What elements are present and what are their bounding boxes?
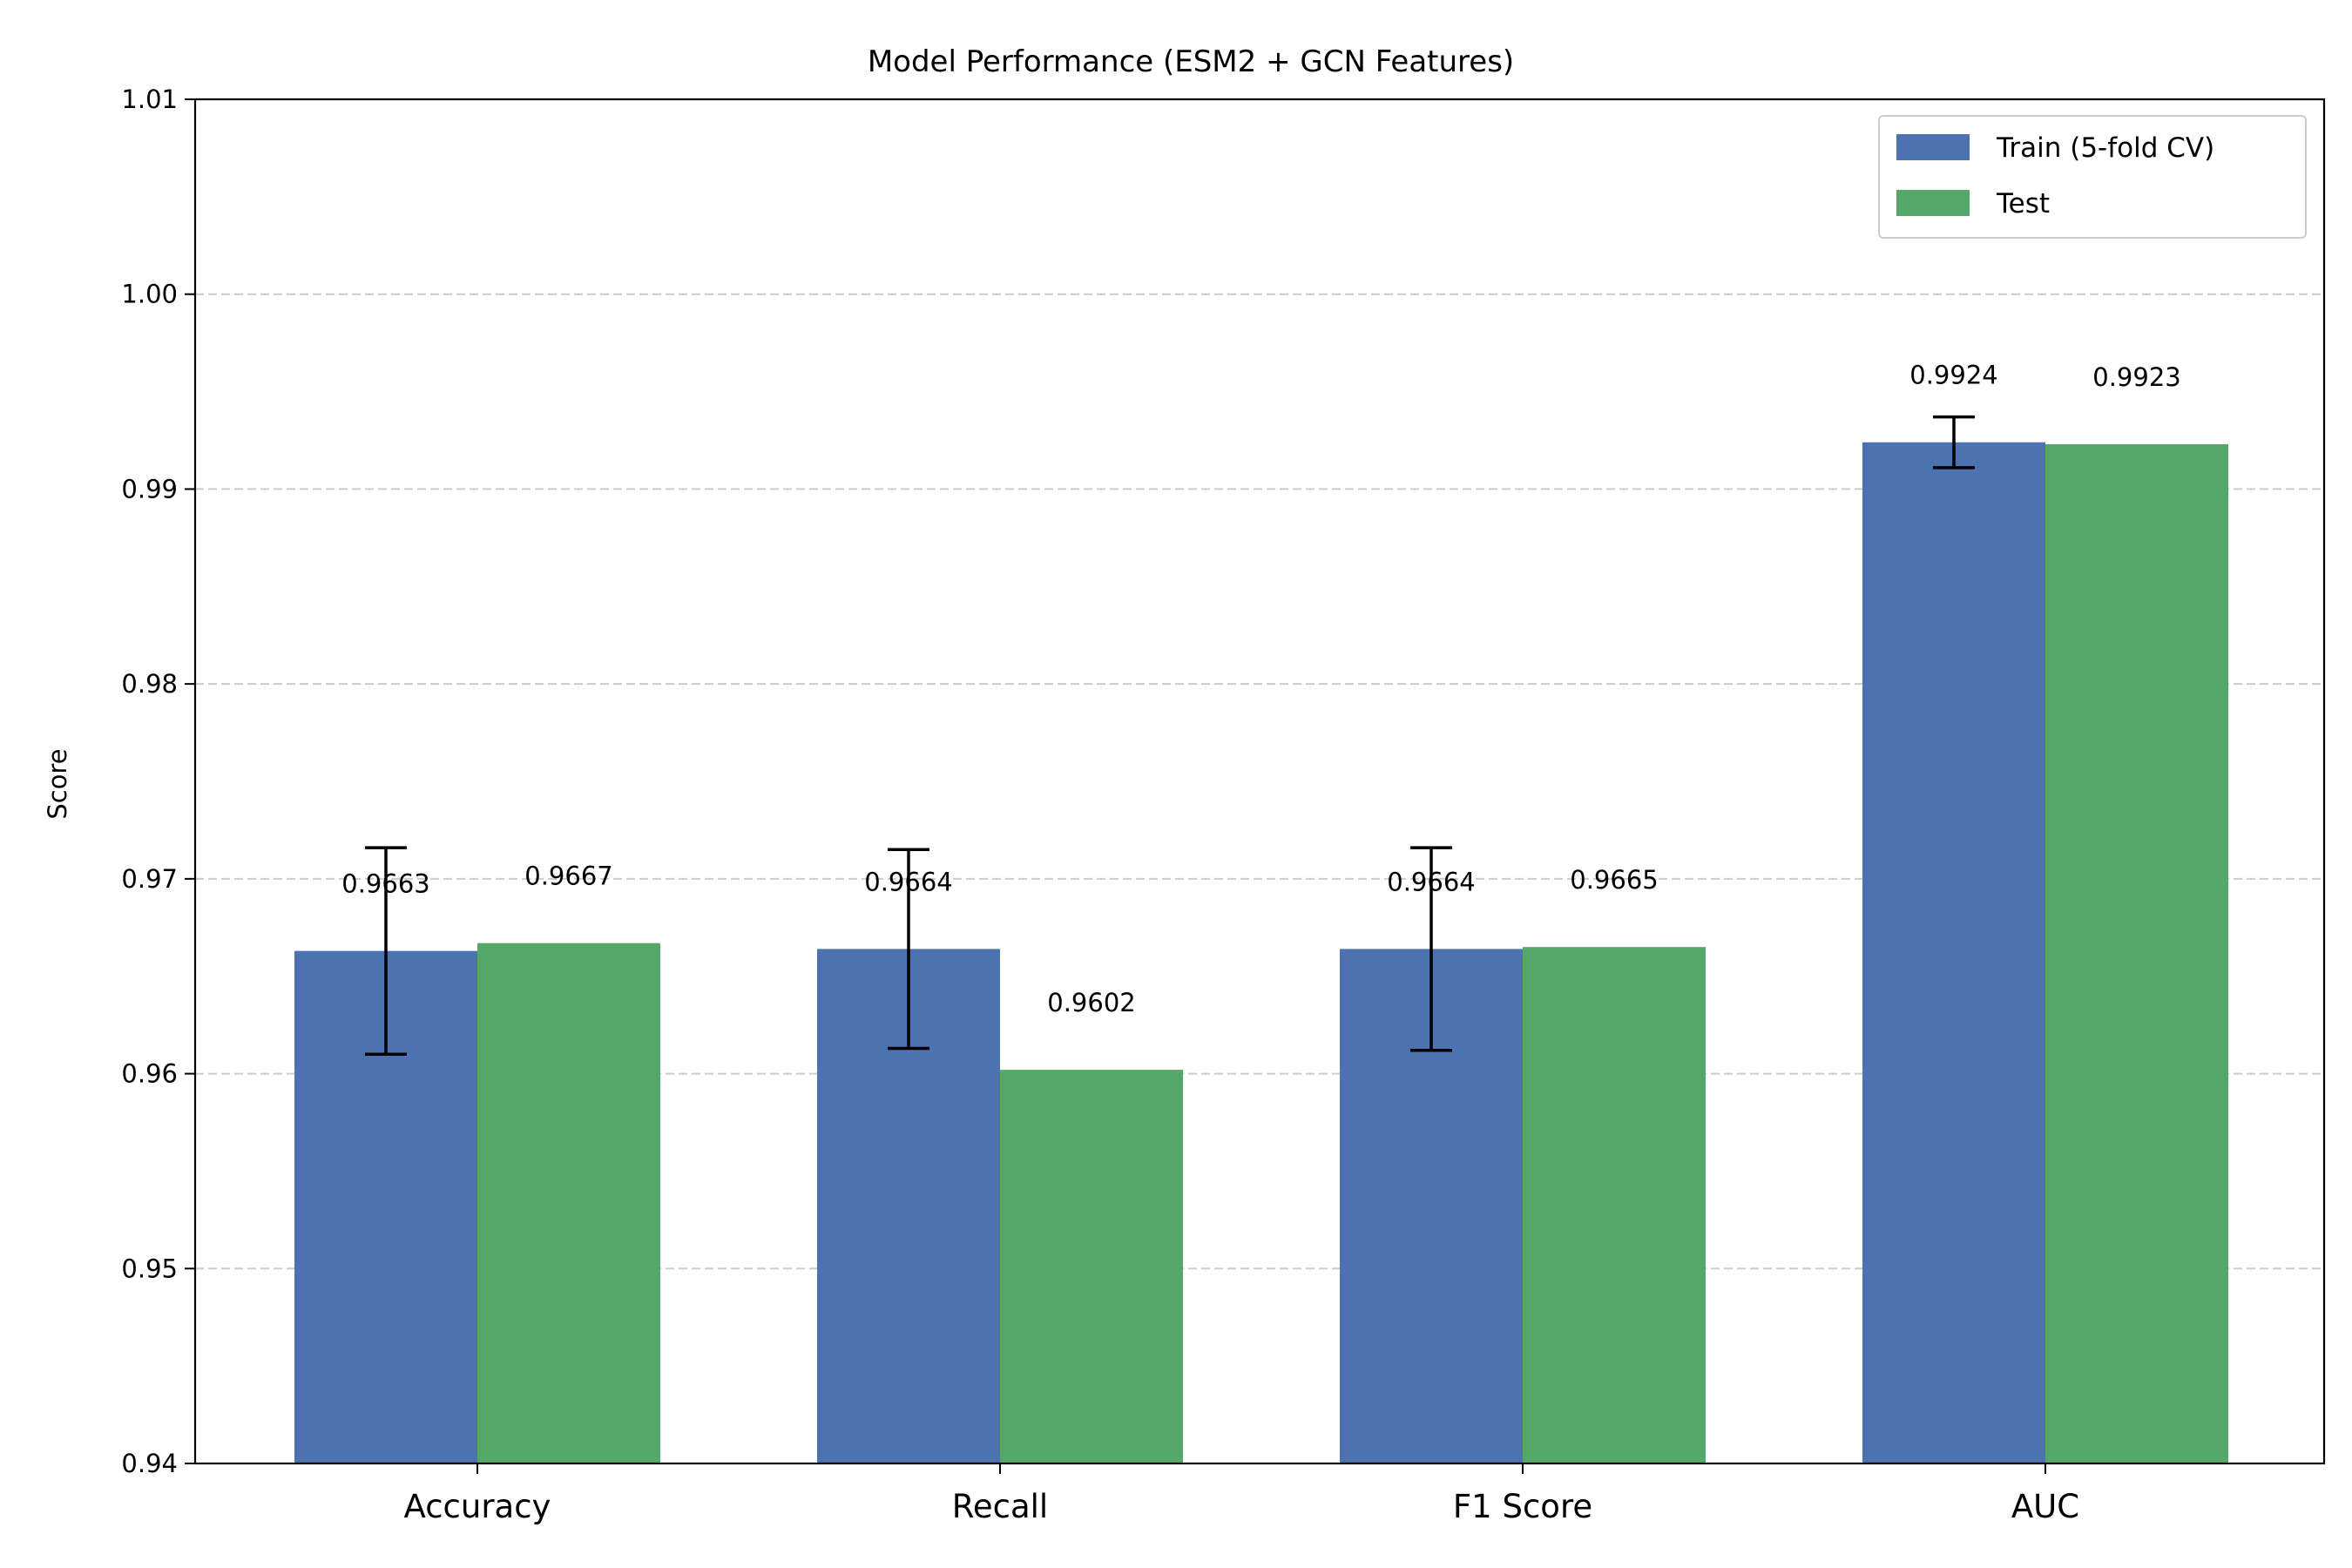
y-tick-label: 0.99 [121,474,178,504]
data-label: 0.9664 [864,867,952,896]
x-tick-label: Accuracy [404,1488,551,1525]
y-tick-label: 0.97 [121,864,178,894]
y-axis-label: Score [43,748,72,819]
legend-label: Test [1996,188,2050,220]
x-tick-label: AUC [2011,1488,2079,1525]
plot-frame [193,98,2326,1465]
legend-box [1878,115,2307,239]
y-tick-label: 0.94 [121,1449,178,1478]
y-tick-label: 0.96 [121,1059,178,1089]
bar-test [1523,947,1706,1463]
legend-swatch [1896,134,1970,160]
legend-label: Train (5-fold CV) [1996,132,2214,164]
data-label: 0.9602 [1047,988,1135,1017]
data-label: 0.9664 [1387,867,1475,896]
data-label: 0.9663 [341,869,429,899]
data-label: 0.9923 [2092,362,2180,392]
y-tick-label: 1.01 [121,84,178,114]
y-tick-label: 1.00 [121,280,178,309]
bar-test [2045,443,2228,1464]
legend: Train (5-fold CV) Test [1878,115,2307,239]
chart-title: Model Performance (ESM2 + GCN Features) [868,44,1514,79]
bar-test [477,943,660,1463]
data-label: 0.9924 [1909,361,1997,390]
x-tick-label: Recall [952,1488,1048,1525]
x-tick-label: F1 Score [1453,1488,1592,1525]
data-label: 0.9665 [1570,865,1658,895]
legend-swatch [1896,190,1970,216]
bar-train [1862,442,2045,1463]
bar-test [1000,1070,1183,1463]
y-tick-label: 0.98 [121,669,178,699]
y-tick-label: 0.95 [121,1254,178,1283]
data-label: 0.9667 [524,862,612,891]
